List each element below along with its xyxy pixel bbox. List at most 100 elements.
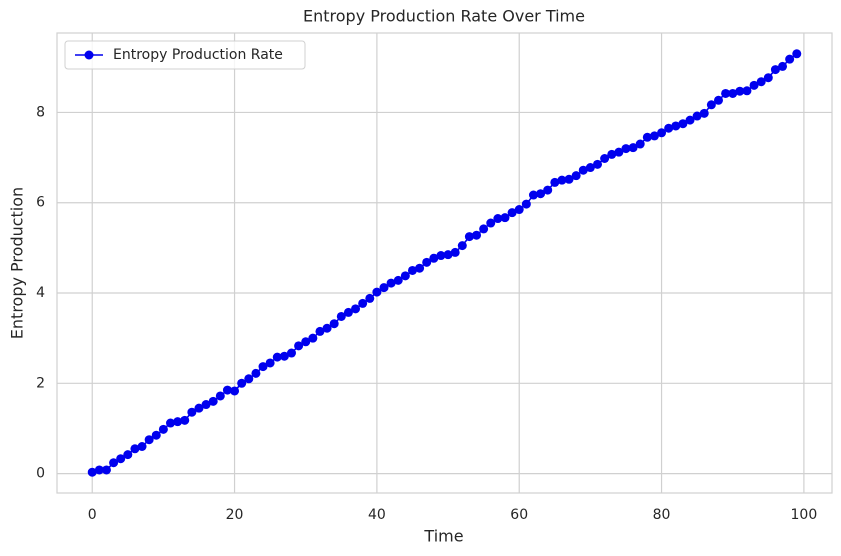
data-point: [343, 307, 353, 317]
y-tick-label: 2: [36, 375, 45, 391]
y-tick-label: 0: [36, 466, 45, 482]
data-point: [386, 278, 396, 288]
x-axis-label: Time: [423, 527, 463, 546]
data-point: [244, 374, 254, 384]
data-point: [770, 65, 780, 75]
data-point: [657, 128, 667, 138]
data-point: [479, 224, 489, 234]
data-point: [372, 287, 382, 297]
data-point: [400, 271, 410, 281]
data-point: [415, 263, 425, 273]
data-point: [422, 257, 432, 267]
data-point: [493, 214, 503, 224]
data-point: [279, 351, 289, 361]
y-tick-label: 8: [36, 104, 45, 120]
data-point: [407, 265, 417, 275]
data-point: [735, 86, 745, 96]
data-point: [450, 247, 460, 257]
data-point: [301, 337, 311, 347]
x-tick-label: 0: [88, 507, 97, 523]
data-point: [222, 385, 232, 395]
data-point: [351, 304, 361, 314]
data-point: [137, 442, 147, 452]
data-point: [578, 165, 588, 175]
data-point: [194, 403, 204, 413]
data-point: [742, 86, 752, 96]
data-point: [123, 450, 133, 460]
legend-label: Entropy Production Rate: [113, 47, 283, 63]
data-point: [329, 319, 339, 329]
data-point: [728, 88, 738, 98]
data-point: [173, 417, 183, 427]
data-point: [130, 444, 140, 454]
data-point: [208, 396, 218, 406]
data-point: [158, 424, 168, 434]
data-point: [792, 49, 802, 59]
data-point: [628, 143, 638, 153]
data-point: [443, 250, 453, 260]
data-point: [457, 241, 467, 251]
data-point: [215, 391, 225, 401]
data-point: [671, 121, 681, 131]
data-point: [272, 352, 282, 362]
data-point: [365, 293, 375, 303]
data-point: [237, 378, 247, 388]
data-point: [486, 218, 496, 228]
data-point: [87, 467, 97, 477]
data-point: [763, 73, 773, 83]
data-point: [713, 95, 723, 105]
data-point: [322, 323, 332, 333]
data-point: [144, 435, 154, 445]
data-point: [472, 230, 482, 240]
data-point: [600, 153, 610, 163]
data-point: [571, 171, 581, 181]
data-point: [166, 418, 176, 428]
data-point: [642, 132, 652, 142]
data-point: [393, 275, 403, 285]
data-point: [436, 251, 446, 261]
data-point: [180, 415, 190, 425]
chart-title: Entropy Production Rate Over Time: [303, 7, 585, 26]
plot-frame: [56, 32, 833, 494]
data-point: [94, 465, 104, 475]
data-point: [265, 358, 275, 368]
data-point: [706, 100, 716, 110]
y-axis-label: Entropy Production: [8, 187, 27, 339]
data-point: [258, 362, 268, 372]
data-point: [500, 213, 510, 223]
x-tick-label: 20: [226, 507, 244, 523]
data-point: [109, 458, 119, 468]
data-point: [101, 465, 111, 475]
data-point: [429, 253, 439, 263]
data-point: [230, 386, 240, 396]
data-point: [528, 190, 538, 200]
data-point: [692, 111, 702, 121]
data-point: [379, 283, 389, 293]
data-point: [251, 368, 261, 378]
data-point: [543, 185, 553, 195]
data-point: [778, 61, 788, 71]
data-point: [536, 189, 546, 199]
x-tick-label: 100: [791, 507, 818, 523]
y-tick-label: 4: [36, 285, 45, 301]
y-tick-label: 6: [36, 195, 45, 211]
data-point: [614, 147, 624, 157]
data-point: [557, 175, 567, 185]
data-point: [649, 131, 659, 141]
data-point: [294, 341, 304, 351]
data-point: [678, 119, 688, 129]
data-point: [585, 163, 595, 173]
data-point: [699, 108, 709, 118]
data-point: [151, 430, 161, 440]
data-point: [358, 298, 368, 308]
data-point: [201, 400, 211, 410]
data-point: [514, 205, 524, 215]
data-point: [785, 54, 795, 64]
data-point: [308, 333, 318, 343]
data-point: [749, 80, 759, 90]
data-point: [621, 144, 631, 154]
data-point: [664, 123, 674, 133]
data-point: [607, 149, 617, 159]
legend-marker: [84, 50, 94, 60]
